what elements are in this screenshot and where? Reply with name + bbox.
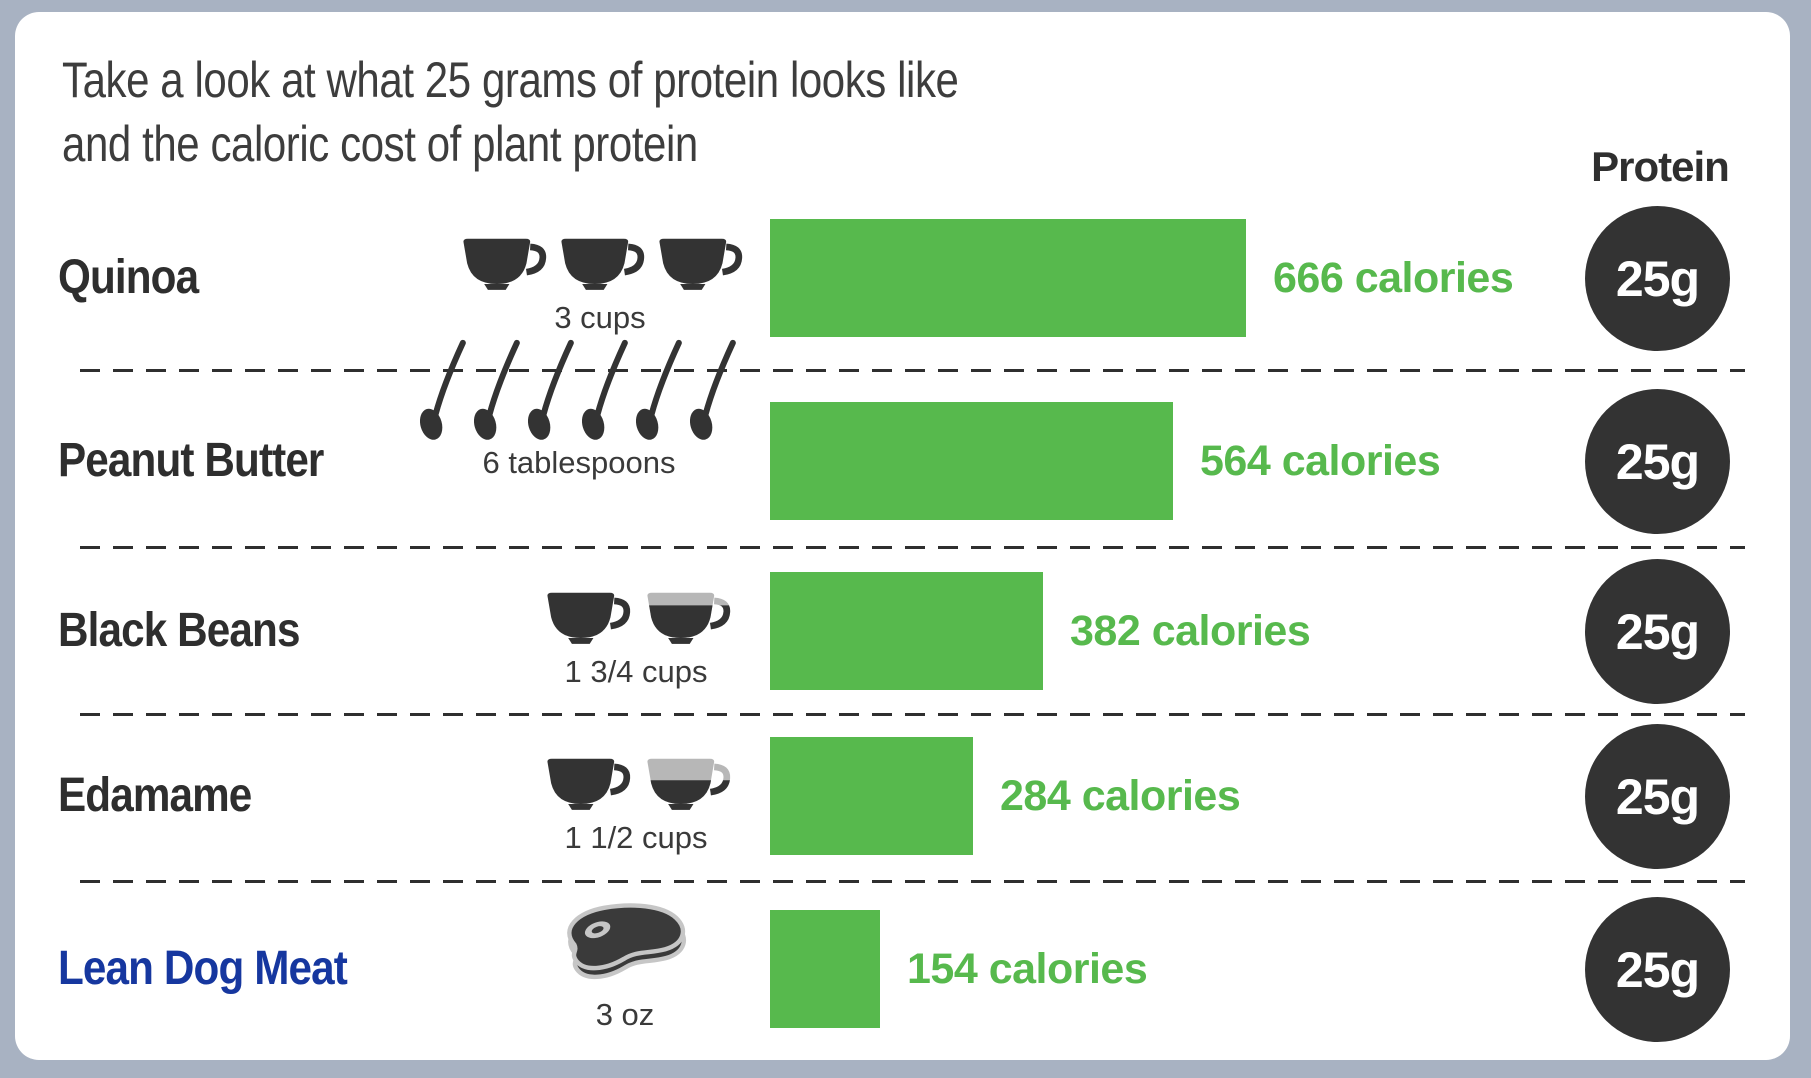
- cup-icon: [463, 238, 547, 290]
- serving-icons: [420, 336, 738, 442]
- serving-icons: [455, 238, 745, 297]
- spoon-icon: [582, 339, 628, 440]
- serving-peanut-butter: 6 tablespoons: [420, 336, 738, 480]
- calorie-bar: [770, 402, 1173, 520]
- serving-quinoa: 3 cups: [455, 238, 745, 335]
- cup-icon: [547, 758, 631, 810]
- serving-caption: 3 oz: [595, 997, 655, 1033]
- row-divider: [80, 369, 1745, 372]
- spoon-icon: [636, 339, 682, 440]
- serving-icons: [538, 758, 734, 817]
- calorie-bar: [770, 219, 1246, 337]
- page-title: Take a look at what 25 grams of protein …: [62, 48, 959, 176]
- food-label-edamame: Edamame: [58, 769, 252, 822]
- serving-icons: [540, 897, 710, 994]
- cup-icon: [561, 238, 645, 290]
- food-label-peanut-butter: Peanut Butter: [58, 434, 324, 487]
- title-line-1: Take a look at what 25 grams of protein …: [62, 52, 959, 108]
- protein-badge: 25g: [1585, 559, 1730, 704]
- calorie-bar: [770, 910, 880, 1028]
- cup-three-quarter-icon: [647, 592, 731, 644]
- calorie-value: 666 calories: [1273, 254, 1514, 302]
- serving-caption: 3 cups: [554, 300, 646, 336]
- serving-black-beans: 1 3/4 cups: [538, 592, 734, 689]
- food-label-quinoa: Quinoa: [58, 251, 199, 304]
- calorie-bar: [770, 572, 1043, 690]
- food-label-black-beans: Black Beans: [58, 604, 300, 657]
- calorie-value: 564 calories: [1200, 437, 1441, 485]
- row-divider: [80, 713, 1745, 716]
- protein-badge: 25g: [1585, 897, 1730, 1042]
- calorie-bar: [770, 737, 973, 855]
- calorie-value: 284 calories: [1000, 772, 1241, 820]
- title-line-2: and the caloric cost of plant protein: [62, 116, 698, 172]
- steak-icon: [567, 903, 687, 980]
- serving-icons: [538, 592, 734, 651]
- card-background: [15, 12, 1790, 1060]
- cup-icon: [659, 238, 743, 290]
- protein-column-header: Protein: [1591, 143, 1730, 190]
- calorie-value: 154 calories: [907, 945, 1148, 993]
- row-divider: [80, 546, 1745, 549]
- spoon-icon: [420, 339, 466, 440]
- serving-caption: 6 tablespoons: [482, 445, 676, 481]
- food-label-lean-dog-meat: Lean Dog Meat: [58, 942, 348, 995]
- protein-badge: 25g: [1585, 206, 1730, 351]
- serving-caption: 1 1/2 cups: [564, 820, 708, 856]
- serving-edamame: 1 1/2 cups: [538, 758, 734, 855]
- serving-caption: 1 3/4 cups: [564, 654, 708, 690]
- serving-lean-dog-meat: 3 oz: [540, 897, 710, 1032]
- calorie-value: 382 calories: [1070, 607, 1311, 655]
- cup-icon: [547, 592, 631, 644]
- protein-badge: 25g: [1585, 724, 1730, 869]
- row-divider: [80, 880, 1745, 883]
- spoon-icon: [690, 339, 736, 440]
- protein-badge: 25g: [1585, 389, 1730, 534]
- spoon-icon: [528, 339, 574, 440]
- spoon-icon: [474, 339, 520, 440]
- cup-half-icon: [647, 758, 731, 810]
